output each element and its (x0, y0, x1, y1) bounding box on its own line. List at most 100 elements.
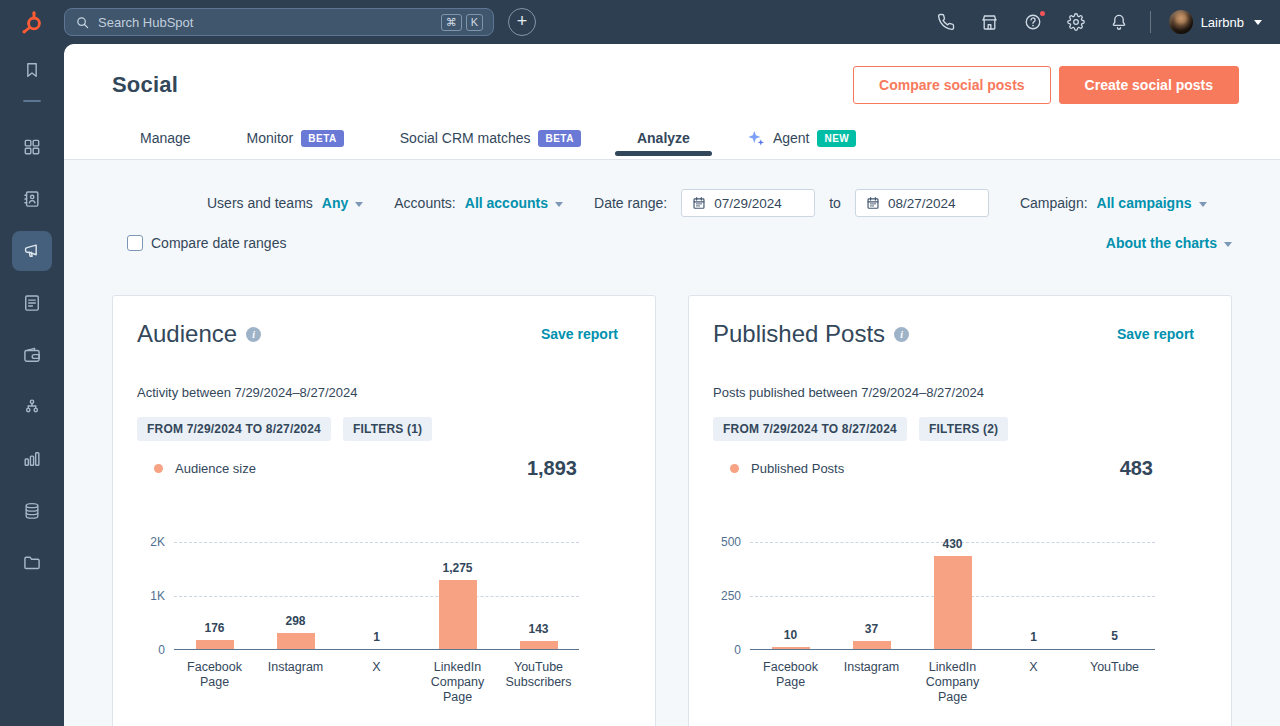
published-posts-bar-chart: 0250500103743015 Facebook PageInstagramL… (713, 542, 1207, 705)
legend-dot (154, 464, 163, 473)
calendar-icon (692, 196, 706, 210)
hubspot-logo[interactable] (0, 10, 64, 34)
bar-slot: 298 (255, 542, 336, 649)
campaign-dropdown[interactable]: All campaigns (1097, 195, 1207, 211)
y-axis-tick: 1K (150, 589, 165, 603)
sidebar-item-content[interactable] (20, 291, 44, 315)
bar[interactable] (196, 640, 234, 650)
notifications-icon[interactable] (1110, 13, 1128, 31)
category-label: LinkedIn Company Page (417, 660, 498, 705)
tab-manage[interactable]: Manage (140, 117, 191, 159)
save-report-link[interactable]: Save report (541, 326, 618, 342)
bar-slot: 1,275 (417, 542, 498, 649)
bar-value-label: 1 (336, 630, 417, 644)
sidebar-item-bookmarks[interactable] (20, 58, 44, 82)
filter-row-2: Compare date ranges About the charts (112, 235, 1232, 251)
help-icon[interactable] (1024, 13, 1042, 31)
chevron-down-icon (1224, 242, 1232, 247)
total-value: 483 (1120, 457, 1153, 480)
chevron-down-icon (1254, 20, 1262, 25)
chevron-down-icon (1199, 202, 1207, 207)
bar-slot: 1 (993, 542, 1074, 649)
category-label: Instagram (255, 660, 336, 705)
sidebar-item-library[interactable] (20, 551, 44, 575)
calls-icon[interactable] (937, 13, 955, 31)
sidebar-item-reporting[interactable] (20, 447, 44, 471)
bar-value-label: 10 (750, 628, 831, 642)
bar-value-label: 430 (912, 537, 993, 551)
date-from-input[interactable]: 07/29/2024 (681, 189, 815, 217)
search-input[interactable] (98, 15, 441, 30)
sidebar-item-commerce[interactable] (20, 343, 44, 367)
bar-value-label: 37 (831, 622, 912, 636)
sidebar-item-automations[interactable] (20, 395, 44, 419)
beta-badge: BETA (538, 130, 580, 147)
total-value: 1,893 (527, 457, 577, 480)
compare-social-posts-button[interactable]: Compare social posts (853, 66, 1051, 104)
legend-label: Audience size (175, 461, 256, 476)
about-the-charts-dropdown[interactable]: About the charts (1106, 235, 1232, 251)
category-label: X (993, 660, 1074, 705)
tab-monitor[interactable]: MonitorBETA (247, 117, 344, 159)
info-icon[interactable]: i (246, 327, 261, 342)
save-report-link[interactable]: Save report (1117, 326, 1194, 342)
y-axis-tick: 0 (734, 643, 741, 657)
bar[interactable] (853, 641, 891, 649)
sidebar-item-data-management[interactable] (20, 499, 44, 523)
keyboard-shortcut: ⌘ K (441, 14, 483, 31)
category-label: Instagram (831, 660, 912, 705)
bar-value-label: 176 (174, 621, 255, 635)
legend-label: Published Posts (751, 461, 844, 476)
filters-tag[interactable]: FILTERS (2) (919, 417, 1008, 441)
category-label: Facebook Page (174, 660, 255, 705)
compare-date-ranges-checkbox[interactable] (127, 235, 143, 251)
bar[interactable] (439, 580, 477, 649)
marketplace-icon[interactable] (980, 13, 999, 32)
chevron-down-icon (555, 202, 563, 207)
card-subtitle: Activity between 7/29/2024–8/27/2024 (137, 385, 631, 400)
settings-icon[interactable] (1067, 13, 1085, 31)
tab-agent[interactable]: AgentNEW (746, 117, 856, 159)
filters-tag[interactable]: FILTERS (1) (343, 417, 432, 441)
bar-value-label: 143 (498, 622, 579, 636)
date-to-input[interactable]: 08/27/2024 (855, 189, 989, 217)
sidebar-item-workspaces[interactable] (20, 135, 44, 159)
users-teams-dropdown[interactable]: Any (322, 195, 363, 211)
cmd-key: ⌘ (441, 14, 462, 31)
tab-analyze[interactable]: Analyze (637, 117, 690, 159)
category-label: YouTube Subscribers (498, 660, 579, 705)
bar-value-label: 1 (993, 630, 1074, 644)
user-menu[interactable]: Lairbnb (1169, 10, 1262, 34)
date-range-tag[interactable]: FROM 7/29/2024 TO 8/27/2024 (137, 417, 331, 441)
audience-card: Audience i Save report Activity between … (112, 295, 656, 726)
beta-badge: BETA (301, 130, 343, 147)
info-icon[interactable]: i (894, 327, 909, 342)
user-name: Lairbnb (1201, 15, 1244, 30)
y-axis-tick: 250 (721, 589, 741, 603)
bar-value-label: 298 (255, 614, 336, 628)
sidebar (0, 44, 64, 726)
bar-slot: 1 (336, 542, 417, 649)
campaign-label: Campaign: (1020, 195, 1088, 211)
y-axis-tick: 0 (158, 643, 165, 657)
calendar-icon (866, 196, 880, 210)
notification-badge (1038, 9, 1047, 18)
bar-value-label: 5 (1074, 629, 1155, 643)
accounts-label: Accounts: (394, 195, 455, 211)
bar[interactable] (934, 556, 972, 649)
bar[interactable] (772, 647, 810, 649)
create-social-posts-button[interactable]: Create social posts (1059, 66, 1239, 104)
k-key: K (466, 14, 483, 31)
main-panel: Social Compare social posts Create socia… (64, 44, 1280, 726)
accounts-dropdown[interactable]: All accounts (465, 195, 563, 211)
bar[interactable] (277, 633, 315, 649)
tab-social-crm-matches[interactable]: Social CRM matchesBETA (400, 117, 581, 159)
sidebar-item-crm[interactable] (20, 187, 44, 211)
users-teams-label: Users and teams (207, 195, 313, 211)
global-search[interactable]: ⌘ K (64, 8, 494, 36)
date-range-tag[interactable]: FROM 7/29/2024 TO 8/27/2024 (713, 417, 907, 441)
sidebar-item-marketing[interactable] (12, 231, 52, 271)
bar[interactable] (520, 641, 558, 649)
topbar-divider (1150, 11, 1151, 33)
create-button[interactable]: + (508, 8, 536, 36)
